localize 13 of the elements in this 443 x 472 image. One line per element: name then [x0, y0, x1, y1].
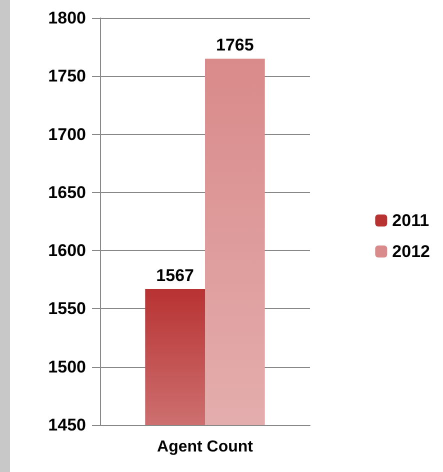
y-tick-label: 1650	[48, 182, 86, 202]
y-tick-label: 1700	[48, 124, 86, 144]
y-tick-label: 1500	[48, 357, 86, 376]
y-tick-label: 1750	[48, 66, 86, 86]
legend-label: 2012	[392, 242, 430, 261]
x-tick-label: Agent Count	[157, 438, 254, 456]
y-tick-label: 1450	[48, 416, 86, 434]
y-tick-label: 1550	[48, 299, 86, 318]
y-tick-label: 1600	[48, 241, 86, 260]
data-label: 1567	[156, 266, 194, 285]
data-label: 1765	[216, 36, 254, 55]
y-tick-label: 1800	[48, 8, 86, 28]
legend-label: 2011	[392, 211, 430, 230]
